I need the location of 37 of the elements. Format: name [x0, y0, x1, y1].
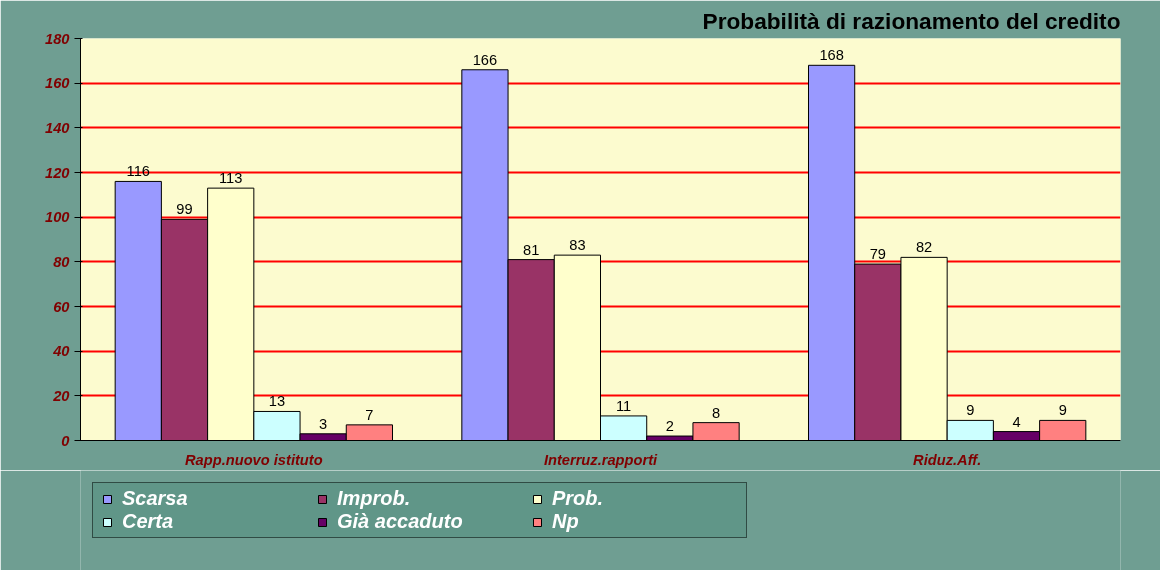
data-label: 8 — [711, 404, 721, 421]
data-label: 81 — [523, 241, 540, 258]
data-label: 99 — [176, 201, 193, 218]
legend-label: Prob. — [552, 487, 605, 510]
legend-label: Già accaduto — [337, 510, 464, 533]
data-label: 4 — [1012, 413, 1021, 430]
y-tick-label: 120 — [45, 164, 71, 181]
data-label: 9 — [1058, 402, 1067, 419]
data-label: 168 — [819, 47, 844, 64]
y-tick-label: 0 — [61, 432, 71, 449]
legend-label: Np — [552, 510, 580, 533]
legend-label: Certa — [122, 510, 175, 533]
data-label: 2 — [665, 418, 674, 435]
y-tick-label: 60 — [53, 298, 71, 315]
data-label: 113 — [219, 170, 243, 187]
data-label: 3 — [319, 415, 328, 432]
data-label: 83 — [569, 237, 586, 254]
x-tick-label: Rapp.nuovo istituto — [185, 451, 323, 468]
data-label: 79 — [869, 246, 886, 263]
y-tick-label: 140 — [45, 119, 71, 136]
y-tick-label: 180 — [45, 30, 71, 47]
x-tick-label: Riduz.Aff. — [913, 451, 982, 468]
legend-label: Scarsa — [122, 487, 189, 510]
y-tick-label: 100 — [45, 209, 71, 226]
legend-label: Improb. — [337, 487, 412, 510]
x-tick-label: Interruz.rapporti — [543, 451, 659, 468]
data-label: 166 — [472, 51, 498, 68]
data-label: 7 — [365, 406, 374, 423]
data-label: 82 — [915, 239, 933, 256]
y-tick-label: 40 — [52, 343, 71, 360]
y-tick-label: 160 — [45, 75, 71, 92]
y-tick-label: 80 — [53, 253, 71, 270]
data-label: 11 — [616, 397, 632, 414]
y-tick-label: 20 — [52, 387, 71, 404]
data-label: 9 — [966, 402, 975, 419]
chart-title: Probabilità di razionamento del credito — [702, 7, 1121, 34]
data-label: 13 — [268, 393, 286, 410]
